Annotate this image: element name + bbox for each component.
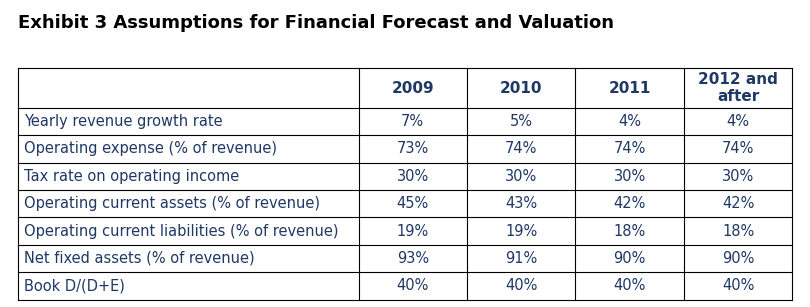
Text: 74%: 74% bbox=[722, 142, 754, 157]
Text: 2009: 2009 bbox=[391, 81, 434, 95]
Text: 90%: 90% bbox=[613, 251, 646, 266]
Text: 91%: 91% bbox=[505, 251, 537, 266]
Text: 4%: 4% bbox=[618, 114, 642, 129]
Text: Net fixed assets (% of revenue): Net fixed assets (% of revenue) bbox=[24, 251, 254, 266]
Text: 40%: 40% bbox=[613, 278, 646, 293]
Text: 30%: 30% bbox=[505, 169, 537, 184]
Text: 43%: 43% bbox=[505, 196, 537, 211]
Text: 2011: 2011 bbox=[608, 81, 651, 95]
Text: 30%: 30% bbox=[614, 169, 646, 184]
Text: 2012 and
after: 2012 and after bbox=[698, 72, 778, 104]
Text: Tax rate on operating income: Tax rate on operating income bbox=[24, 169, 239, 184]
Text: 19%: 19% bbox=[505, 223, 537, 239]
Text: Operating current liabilities (% of revenue): Operating current liabilities (% of reve… bbox=[24, 223, 339, 239]
Text: 40%: 40% bbox=[505, 278, 537, 293]
Text: Yearly revenue growth rate: Yearly revenue growth rate bbox=[24, 114, 223, 129]
Text: 30%: 30% bbox=[722, 169, 754, 184]
Text: 73%: 73% bbox=[397, 142, 428, 157]
Text: 4%: 4% bbox=[727, 114, 750, 129]
Text: 74%: 74% bbox=[613, 142, 646, 157]
Text: 5%: 5% bbox=[509, 114, 533, 129]
Text: 18%: 18% bbox=[722, 223, 754, 239]
Text: Exhibit 3 Assumptions for Financial Forecast and Valuation: Exhibit 3 Assumptions for Financial Fore… bbox=[18, 14, 613, 32]
Text: Operating current assets (% of revenue): Operating current assets (% of revenue) bbox=[24, 196, 320, 211]
Text: Book D/(D+E): Book D/(D+E) bbox=[24, 278, 125, 293]
Text: 42%: 42% bbox=[722, 196, 754, 211]
Text: 74%: 74% bbox=[505, 142, 537, 157]
Text: 93%: 93% bbox=[397, 251, 428, 266]
Text: 30%: 30% bbox=[397, 169, 428, 184]
Text: 42%: 42% bbox=[613, 196, 646, 211]
Text: 19%: 19% bbox=[397, 223, 428, 239]
Text: 90%: 90% bbox=[722, 251, 754, 266]
Text: Operating expense (% of revenue): Operating expense (% of revenue) bbox=[24, 142, 277, 157]
Text: 45%: 45% bbox=[397, 196, 428, 211]
Text: 40%: 40% bbox=[722, 278, 754, 293]
Text: 7%: 7% bbox=[401, 114, 424, 129]
Text: 40%: 40% bbox=[397, 278, 429, 293]
Text: 2010: 2010 bbox=[500, 81, 543, 95]
Text: 18%: 18% bbox=[614, 223, 646, 239]
